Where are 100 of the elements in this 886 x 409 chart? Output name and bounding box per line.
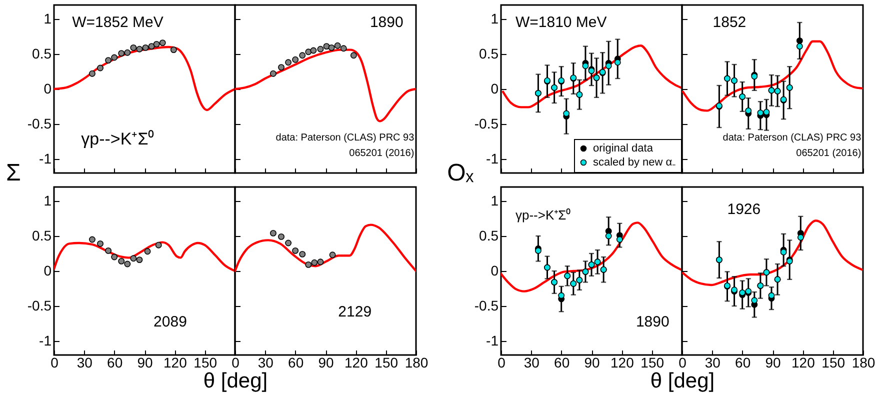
point [582, 62, 589, 70]
point [350, 52, 357, 59]
x-tick-label: 150 [194, 354, 218, 370]
x-tick-label: 30 [704, 354, 721, 370]
point [329, 252, 336, 258]
y-tick-label: 1 [44, 192, 52, 208]
point [97, 64, 104, 72]
y-tick-label: -1 [39, 150, 52, 166]
point [745, 107, 752, 114]
point [97, 240, 104, 247]
legend-label: scaled by new α₋ [593, 156, 676, 168]
point [605, 62, 612, 70]
point [305, 48, 312, 56]
point [105, 57, 112, 64]
point [317, 258, 324, 266]
x-tick-label: 120 [610, 354, 634, 370]
point [292, 56, 299, 63]
y-tick-label: -0.5 [27, 298, 52, 314]
point [88, 236, 96, 243]
y-axis-title: Σ [6, 160, 21, 186]
point [317, 46, 324, 52]
y-tick-label: -1 [486, 332, 499, 348]
y-tick-label: -0.5 [27, 116, 52, 132]
point [334, 42, 341, 49]
point [270, 70, 276, 77]
x-tick-label: 30 [76, 354, 93, 370]
point [278, 64, 284, 71]
y-tick-label: 0.5 [479, 46, 499, 62]
point [142, 44, 149, 51]
annotation: data: Paterson (CLAS) PRC 93 [722, 132, 862, 144]
point [136, 46, 143, 52]
x-tick-label: 150 [822, 354, 846, 370]
point [144, 248, 151, 255]
x-tick-label: 30 [258, 354, 274, 370]
point [616, 236, 623, 243]
point [796, 37, 803, 44]
x-tick-label: 60 [554, 354, 570, 370]
point [148, 43, 155, 50]
point [614, 59, 621, 66]
x-tick-label: 60 [288, 354, 304, 370]
x-tick-label: 90 [765, 354, 781, 370]
y-axis-title: Oₓ [447, 160, 474, 186]
annotation: γp-->K⁺Σ⁰ [81, 129, 154, 148]
point [153, 40, 160, 48]
point [310, 47, 317, 54]
y-tick-label: 0.5 [32, 46, 52, 62]
point [292, 247, 299, 254]
point [768, 292, 775, 299]
annotation: data: Paterson (CLAS) PRC 93 [276, 132, 415, 144]
point [124, 49, 131, 56]
x-tick-label: 90 [318, 354, 334, 370]
x-axis-title: θ [deg] [203, 370, 268, 392]
y-tick-label: -0.5 [474, 298, 499, 314]
point [328, 44, 335, 51]
point [111, 254, 118, 260]
y-tick-label: 0 [44, 262, 52, 278]
point [136, 256, 143, 264]
annotation: W=1852 MeV [72, 14, 164, 31]
point [751, 297, 758, 304]
x-tick-label: 120 [163, 354, 188, 370]
point [340, 45, 347, 52]
point [757, 110, 764, 116]
annotation: 065201 (2016) [796, 148, 862, 159]
point [285, 59, 292, 66]
point [797, 234, 804, 241]
point [563, 110, 570, 117]
point [118, 258, 125, 264]
y-tick-label: 1 [490, 10, 499, 26]
point [305, 261, 312, 268]
point [558, 292, 565, 299]
x-tick-label: 150 [640, 354, 664, 370]
point [159, 40, 166, 46]
y-tick-label: -0.5 [474, 116, 499, 132]
point [118, 50, 125, 57]
point [270, 230, 276, 236]
point [323, 43, 330, 50]
x-tick-label: 180 [852, 354, 876, 370]
point [796, 43, 803, 50]
y-tick-label: 0 [490, 80, 499, 96]
point [130, 44, 137, 51]
point [111, 54, 118, 61]
y-tick-label: 1 [490, 192, 499, 208]
y-tick-label: 1 [44, 10, 52, 26]
x-tick-label: 0 [678, 354, 687, 370]
x-tick-label: 90 [584, 354, 600, 370]
x-tick-label: 60 [107, 354, 123, 370]
y-tick-label: 0.5 [479, 228, 499, 244]
annotation: 065201 (2016) [349, 148, 414, 159]
y-tick-label: -1 [39, 332, 52, 348]
point [278, 233, 284, 240]
point [88, 70, 96, 77]
point [130, 255, 137, 262]
y-tick-label: 0 [44, 80, 52, 96]
x-tick-label: 60 [735, 354, 751, 370]
point [311, 259, 318, 266]
point [105, 247, 112, 254]
annotation: 1852 [712, 14, 746, 31]
annotation: 1890 [370, 14, 404, 31]
x-tick-label: 90 [137, 354, 153, 370]
annotation: 2089 [154, 313, 187, 330]
